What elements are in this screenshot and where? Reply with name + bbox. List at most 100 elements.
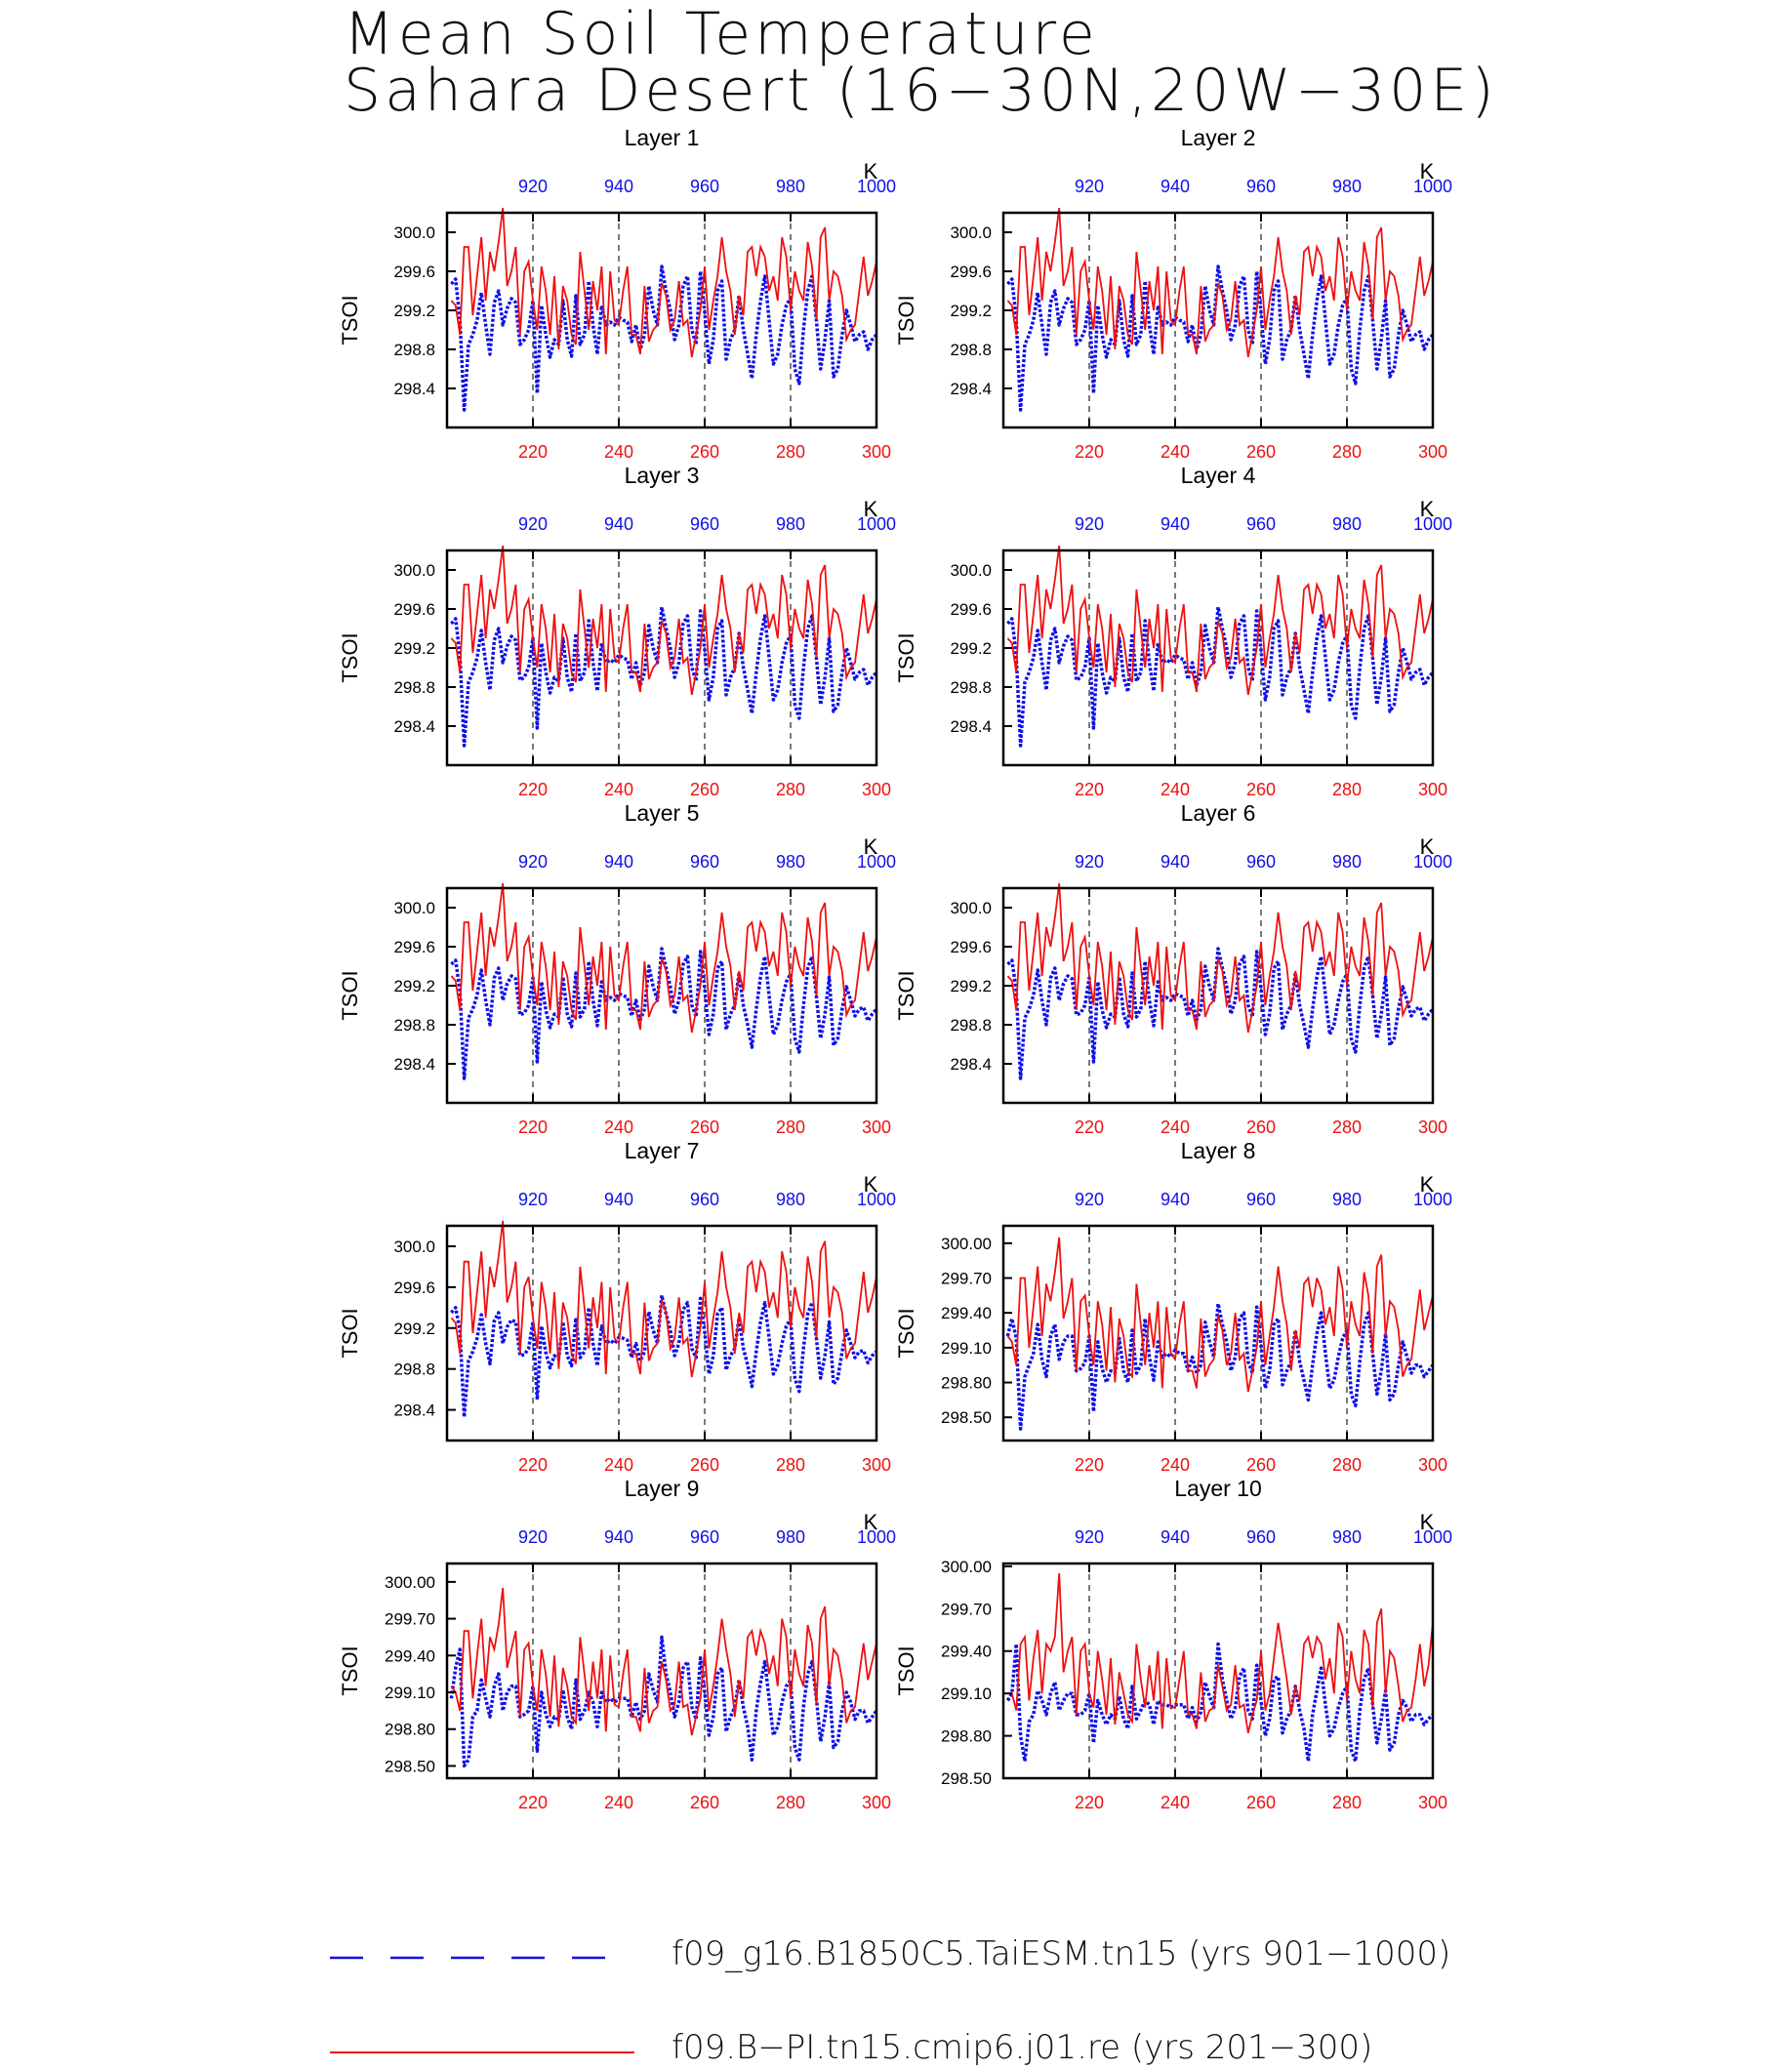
x-tick-label: 220 bbox=[518, 442, 548, 462]
top-x-tick-label: 980 bbox=[776, 1190, 805, 1209]
top-x-tick-label: 940 bbox=[604, 1190, 633, 1209]
x-tick-label: 300 bbox=[862, 1793, 891, 1812]
panel-title: Layer 8 bbox=[1181, 1138, 1256, 1163]
top-x-tick-label: 920 bbox=[518, 177, 548, 196]
panel-title: Layer 1 bbox=[625, 125, 700, 150]
y-axis-label: TSOI bbox=[338, 1308, 362, 1358]
top-x-tick-label: 1000 bbox=[857, 1190, 896, 1209]
x-tick-label: 260 bbox=[690, 1117, 719, 1137]
x-tick-label: 260 bbox=[690, 780, 719, 799]
x-tick-label: 220 bbox=[518, 1117, 548, 1137]
y-tick-label: 300.0 bbox=[393, 899, 435, 917]
y-tick-label: 299.10 bbox=[941, 1685, 992, 1703]
x-tick-label: 300 bbox=[1418, 780, 1447, 799]
top-x-tick-label: 920 bbox=[1075, 177, 1104, 196]
top-x-tick-label: 920 bbox=[518, 514, 548, 534]
series-line-taiesm bbox=[1005, 1301, 1435, 1431]
series-line-cmip6 bbox=[450, 1220, 877, 1378]
y-tick-label: 298.4 bbox=[393, 1401, 435, 1420]
x-tick-label: 220 bbox=[1075, 1455, 1104, 1475]
series-line-cmip6 bbox=[450, 545, 877, 696]
y-tick-label: 298.50 bbox=[385, 1757, 435, 1775]
y-tick-label: 300.0 bbox=[950, 223, 992, 242]
top-axis-unit: K bbox=[864, 1510, 878, 1534]
panel-title: Layer 9 bbox=[625, 1476, 700, 1501]
series-line-taiesm bbox=[1006, 947, 1435, 1080]
y-tick-label: 299.6 bbox=[393, 263, 435, 281]
plot-frame bbox=[1001, 1224, 1435, 1442]
y-tick-label: 299.2 bbox=[393, 302, 435, 320]
y-tick-label: 298.50 bbox=[941, 1769, 992, 1788]
top-x-tick-label: 980 bbox=[1332, 514, 1362, 534]
top-x-tick-label: 980 bbox=[1332, 1527, 1362, 1547]
series-line-taiesm bbox=[1006, 605, 1435, 748]
top-axis-unit: K bbox=[1420, 1172, 1435, 1197]
y-tick-label: 299.6 bbox=[393, 938, 435, 956]
x-tick-label: 280 bbox=[1332, 1793, 1362, 1812]
layer-panel-10: Layer 10 220 240 260 280 300 920 940 960 980 1000K… bbox=[894, 1476, 1452, 1812]
top-x-tick-label: 940 bbox=[604, 514, 633, 534]
y-tick-label: 298.4 bbox=[950, 380, 992, 398]
top-x-tick-label: 980 bbox=[1332, 177, 1362, 196]
top-x-tick-label: 920 bbox=[1075, 852, 1104, 872]
y-tick-label: 300.0 bbox=[393, 223, 435, 242]
y-tick-label: 300.0 bbox=[950, 561, 992, 580]
plot-frame bbox=[445, 548, 878, 767]
y-tick-label: 299.70 bbox=[385, 1610, 435, 1629]
series-line-taiesm bbox=[450, 1293, 878, 1419]
panel-title: Layer 3 bbox=[625, 463, 700, 488]
x-tick-label: 240 bbox=[1161, 1793, 1190, 1812]
y-tick-label: 299.6 bbox=[950, 263, 992, 281]
y-tick-label: 298.4 bbox=[393, 1055, 435, 1074]
x-tick-label: 220 bbox=[518, 780, 548, 799]
y-axis-label: TSOI bbox=[894, 970, 918, 1020]
x-tick-label: 300 bbox=[862, 1117, 891, 1137]
x-tick-label: 260 bbox=[1246, 442, 1276, 462]
top-x-tick-label: 940 bbox=[1161, 852, 1190, 872]
y-tick-label: 299.40 bbox=[385, 1646, 435, 1665]
top-x-tick-label: 980 bbox=[776, 852, 805, 872]
plot-frame bbox=[1001, 886, 1435, 1105]
panel-title: Layer 6 bbox=[1181, 800, 1256, 826]
top-axis-unit: K bbox=[1420, 1510, 1435, 1534]
top-x-tick-label: 920 bbox=[1075, 1190, 1104, 1209]
x-tick-label: 300 bbox=[862, 780, 891, 799]
top-x-tick-label: 960 bbox=[1246, 852, 1276, 872]
x-tick-label: 240 bbox=[1161, 442, 1190, 462]
figure-title-line-2: Sahara Desert (16−30N,20W−30E) bbox=[344, 57, 1498, 125]
top-x-tick-label: 940 bbox=[604, 177, 633, 196]
x-tick-label: 260 bbox=[690, 1793, 719, 1812]
x-tick-label: 240 bbox=[604, 1117, 633, 1137]
top-x-tick-label: 960 bbox=[690, 1527, 719, 1547]
top-x-tick-label: 940 bbox=[1161, 514, 1190, 534]
series-line-taiesm bbox=[450, 947, 878, 1080]
y-tick-label: 298.8 bbox=[950, 678, 992, 697]
y-tick-label: 298.4 bbox=[393, 380, 435, 398]
series-line-cmip6 bbox=[450, 882, 877, 1034]
top-x-tick-label: 940 bbox=[1161, 1190, 1190, 1209]
figure-title-line-1: Mean Soil Temperature bbox=[344, 0, 1099, 68]
top-x-tick-label: 940 bbox=[604, 852, 633, 872]
top-x-tick-label: 920 bbox=[1075, 1527, 1104, 1547]
top-x-tick-label: 980 bbox=[776, 1527, 805, 1547]
x-tick-label: 220 bbox=[1075, 780, 1104, 799]
top-x-tick-label: 960 bbox=[690, 852, 719, 872]
x-tick-label: 280 bbox=[776, 1455, 805, 1475]
x-tick-label: 220 bbox=[518, 1455, 548, 1475]
x-tick-label: 240 bbox=[604, 442, 633, 462]
y-tick-label: 299.2 bbox=[393, 1320, 435, 1338]
series-line-taiesm bbox=[1006, 264, 1435, 412]
y-tick-label: 299.6 bbox=[393, 600, 435, 619]
x-tick-label: 280 bbox=[776, 780, 805, 799]
y-tick-label: 300.0 bbox=[950, 899, 992, 917]
y-tick-label: 299.70 bbox=[941, 1600, 992, 1618]
y-tick-label: 299.10 bbox=[941, 1339, 992, 1358]
y-axis-label: TSOI bbox=[894, 295, 918, 345]
x-tick-label: 280 bbox=[1332, 1117, 1362, 1137]
